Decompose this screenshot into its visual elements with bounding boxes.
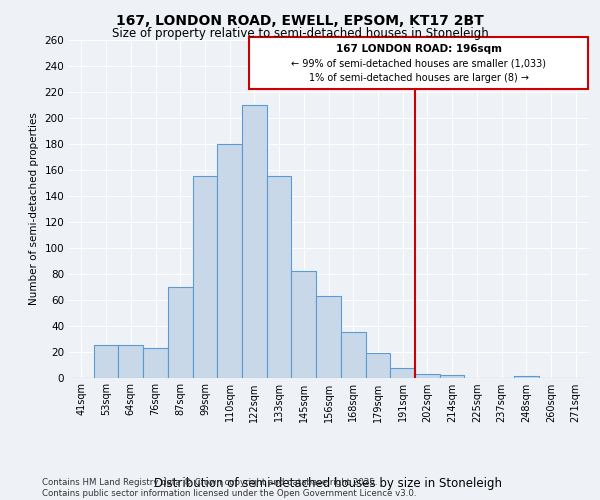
Text: 167, LONDON ROAD, EWELL, EPSOM, KT17 2BT: 167, LONDON ROAD, EWELL, EPSOM, KT17 2BT — [116, 14, 484, 28]
Bar — [341, 332, 365, 378]
FancyBboxPatch shape — [250, 38, 588, 90]
Bar — [390, 368, 415, 378]
Y-axis label: Number of semi-detached properties: Number of semi-detached properties — [29, 112, 39, 305]
Bar — [292, 271, 316, 378]
X-axis label: Distribution of semi-detached houses by size in Stoneleigh: Distribution of semi-detached houses by … — [155, 478, 503, 490]
Bar — [143, 348, 168, 378]
Bar — [267, 176, 292, 378]
Text: ← 99% of semi-detached houses are smaller (1,033): ← 99% of semi-detached houses are smalle… — [291, 58, 546, 68]
Bar — [168, 286, 193, 378]
Bar — [514, 376, 539, 378]
Text: Size of property relative to semi-detached houses in Stoneleigh: Size of property relative to semi-detach… — [112, 28, 488, 40]
Bar — [365, 353, 390, 378]
Text: 1% of semi-detached houses are larger (8) →: 1% of semi-detached houses are larger (8… — [309, 73, 529, 83]
Text: Contains HM Land Registry data © Crown copyright and database right 2025.
Contai: Contains HM Land Registry data © Crown c… — [42, 478, 416, 498]
Bar — [242, 105, 267, 378]
Bar — [316, 296, 341, 378]
Bar — [94, 345, 118, 378]
Bar — [118, 345, 143, 378]
Bar — [193, 176, 217, 378]
Bar — [217, 144, 242, 378]
Text: 167 LONDON ROAD: 196sqm: 167 LONDON ROAD: 196sqm — [336, 44, 502, 54]
Bar — [440, 375, 464, 378]
Bar — [415, 374, 440, 378]
